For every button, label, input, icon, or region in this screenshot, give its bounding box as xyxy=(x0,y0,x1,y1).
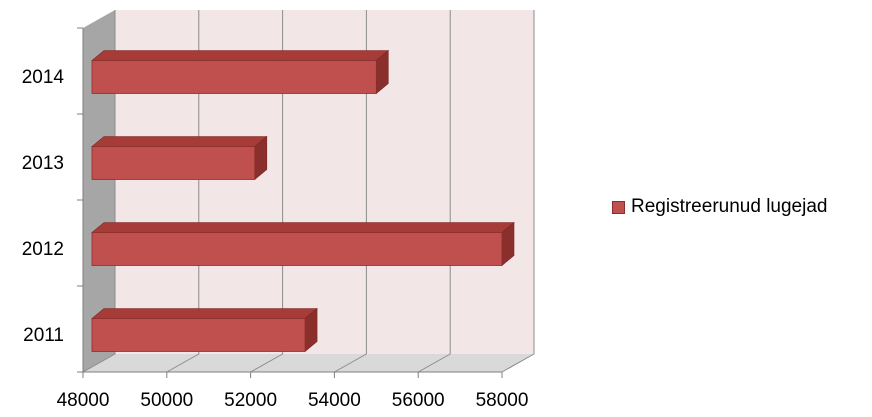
bar-top xyxy=(91,308,318,319)
y-tick-label: 2012 xyxy=(22,239,64,260)
chart-walls xyxy=(83,10,534,372)
gridline xyxy=(334,10,367,373)
bar xyxy=(91,49,390,95)
bars xyxy=(91,49,515,353)
y-tick-label: 2011 xyxy=(23,325,64,346)
legend-swatch xyxy=(612,200,625,214)
y-tick-label: 2014 xyxy=(22,67,65,88)
bar xyxy=(91,135,268,181)
gridline xyxy=(250,10,284,373)
bar-front xyxy=(91,60,377,94)
bar-top xyxy=(91,136,268,147)
legend-label: Registreerunud lugejad xyxy=(631,196,828,217)
back-wall xyxy=(115,10,534,354)
floor xyxy=(83,354,534,372)
bar xyxy=(91,221,515,267)
y-tick-label: 2013 xyxy=(22,153,64,174)
x-tick-label: 50000 xyxy=(140,390,193,411)
x-axis-ticks: 48000 50000 52000 54000 56000 58000 xyxy=(57,390,529,411)
bar-front xyxy=(91,318,306,352)
x-tick-label: 58000 xyxy=(476,390,529,411)
gridline xyxy=(501,10,535,373)
bar xyxy=(91,307,318,353)
bar-top xyxy=(91,222,515,233)
x-tick-label: 52000 xyxy=(224,390,277,411)
x-tick-label: 48000 xyxy=(57,390,110,411)
gridline xyxy=(166,10,200,373)
bar-front xyxy=(91,146,256,180)
gridlines xyxy=(82,10,535,373)
y-axis-ticks: 2011 2012 2013 2014 xyxy=(22,67,65,346)
bar-top xyxy=(91,50,390,61)
axes xyxy=(77,27,503,378)
x-tick-label: 56000 xyxy=(392,390,445,411)
legend: Registreerunud lugejad xyxy=(612,196,827,218)
gridline xyxy=(417,10,451,373)
gridline xyxy=(82,10,116,373)
side-wall xyxy=(83,10,115,372)
x-tick-label: 54000 xyxy=(308,390,361,411)
bar-front xyxy=(91,232,503,266)
